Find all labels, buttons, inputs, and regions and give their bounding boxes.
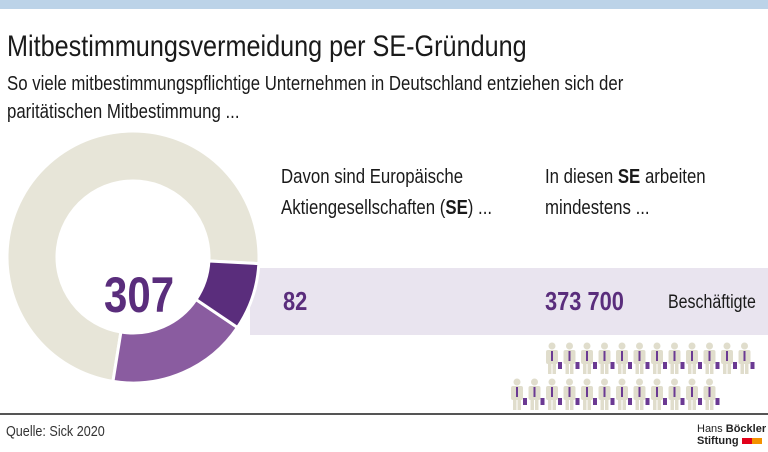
employees-unit: Beschäftigte [668, 292, 756, 313]
employee-icon [546, 342, 562, 374]
employee-icon [563, 378, 580, 410]
heading-bold: SE [445, 197, 468, 219]
employee-icon [651, 342, 667, 374]
se-count-value: 82 [283, 286, 308, 316]
employee-icon [703, 378, 720, 410]
employee-icon [703, 342, 720, 374]
heading-text: Aktiengesellschaften ( [281, 197, 446, 219]
employee-icon [668, 342, 685, 374]
subtitle-line-1: So viele mitbestimmungspflichtige Untern… [7, 73, 624, 95]
employees-column-heading: In diesen SE arbeiten mindestens ... [545, 162, 706, 224]
heading-line: mindestens ... [545, 197, 650, 219]
employee-icon [651, 378, 667, 410]
employee-icon [598, 342, 615, 374]
employee-icon [581, 378, 597, 410]
total-value: 307 [104, 267, 175, 323]
heading-bold: SE [617, 166, 641, 188]
employee-icon [581, 342, 597, 374]
se-column-heading: Davon sind Europäische Aktiengesellschaf… [281, 162, 492, 224]
logo-red-square [741, 438, 752, 445]
employee-icon [738, 342, 755, 374]
donut-segment-se-highlight [193, 259, 261, 330]
footer-divider [0, 413, 768, 415]
employee-icon [668, 378, 685, 410]
employee-icon [633, 378, 650, 410]
source-note: Quelle: Sick 2020 [6, 423, 105, 440]
logo-text-bold: Stiftung [697, 435, 739, 447]
employees-pictogram [511, 342, 755, 410]
employee-icon [546, 378, 562, 410]
employee-icon [616, 378, 632, 410]
subtitle-line-2: paritätischen Mitbestimmung ... [7, 101, 240, 123]
donut-segment-rest [5, 130, 261, 384]
employee-icon [528, 378, 545, 410]
donut-segment-se [111, 297, 240, 385]
employee-icon [511, 378, 527, 410]
employee-icon [633, 342, 650, 374]
highlight-band [250, 268, 768, 335]
heading-line: In diesen SE arbeiten [545, 162, 706, 193]
employee-icon [598, 378, 615, 410]
chart-title: Mitbestimmungsvermeidung per SE-Gründung [7, 30, 527, 63]
employee-icon [686, 378, 702, 410]
employee-icon [686, 342, 702, 374]
hans-boeckler-logo: Hans Böckler Stiftung [697, 423, 766, 447]
heading-text: arbeiten [640, 166, 706, 188]
employees-value: 373 700 [545, 286, 624, 316]
top-bar [0, 0, 768, 9]
heading-text: ) ... [467, 197, 493, 219]
employee-icon [616, 342, 632, 374]
logo-orange-square [751, 438, 762, 445]
heading-line: Aktiengesellschaften (SE) ... [281, 193, 492, 224]
heading-line: Davon sind Europäische [281, 166, 464, 188]
logo-text-bold: Böckler [725, 423, 767, 435]
donut-chart [5, 130, 261, 385]
employee-icon [721, 342, 737, 374]
heading-text: In diesen [545, 166, 618, 188]
logo-text: Hans [697, 423, 726, 435]
employee-icon [563, 342, 580, 374]
